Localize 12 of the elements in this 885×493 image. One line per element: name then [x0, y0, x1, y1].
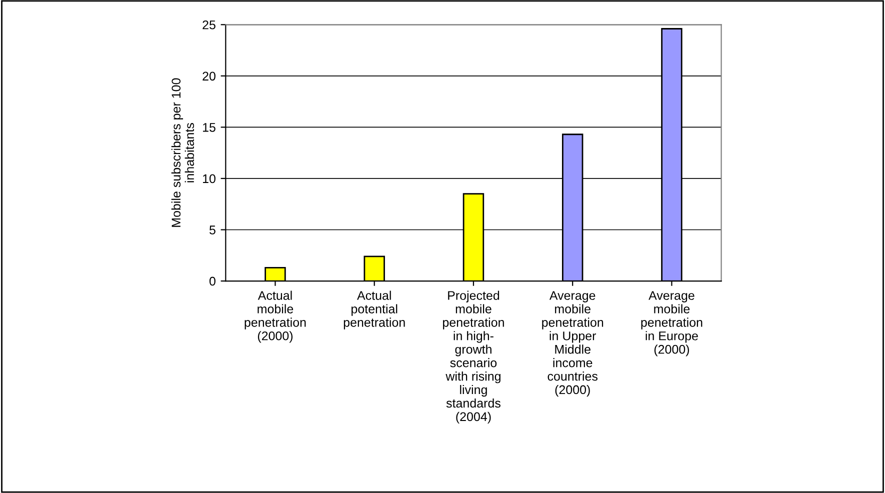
y-tick-label: 10 — [203, 174, 216, 184]
y-tick-label: 15 — [203, 123, 216, 132]
x-tick-label: Average mobile penetration in Europe (2000) — [641, 291, 702, 356]
y-tick-label: 25 — [202, 20, 216, 30]
y-tick-label: 0 — [209, 276, 216, 286]
x-tick-label: Actual potential penetration — [344, 290, 405, 330]
y-tick-label: 20 — [202, 72, 216, 81]
x-tick-label: Actual mobile penetration (2000) — [244, 290, 306, 343]
y-axis-title: Mobile subscribers per 100 inhabitants — [171, 78, 194, 227]
y-tick-label: 5 — [210, 226, 216, 234]
category-label: Projected mobile penetration in high- growth scenario with rising living standards (2004) — [443, 290, 504, 424]
x-tick-label: Average mobile penetration in Upper Middle income countries (2000) — [542, 291, 604, 397]
